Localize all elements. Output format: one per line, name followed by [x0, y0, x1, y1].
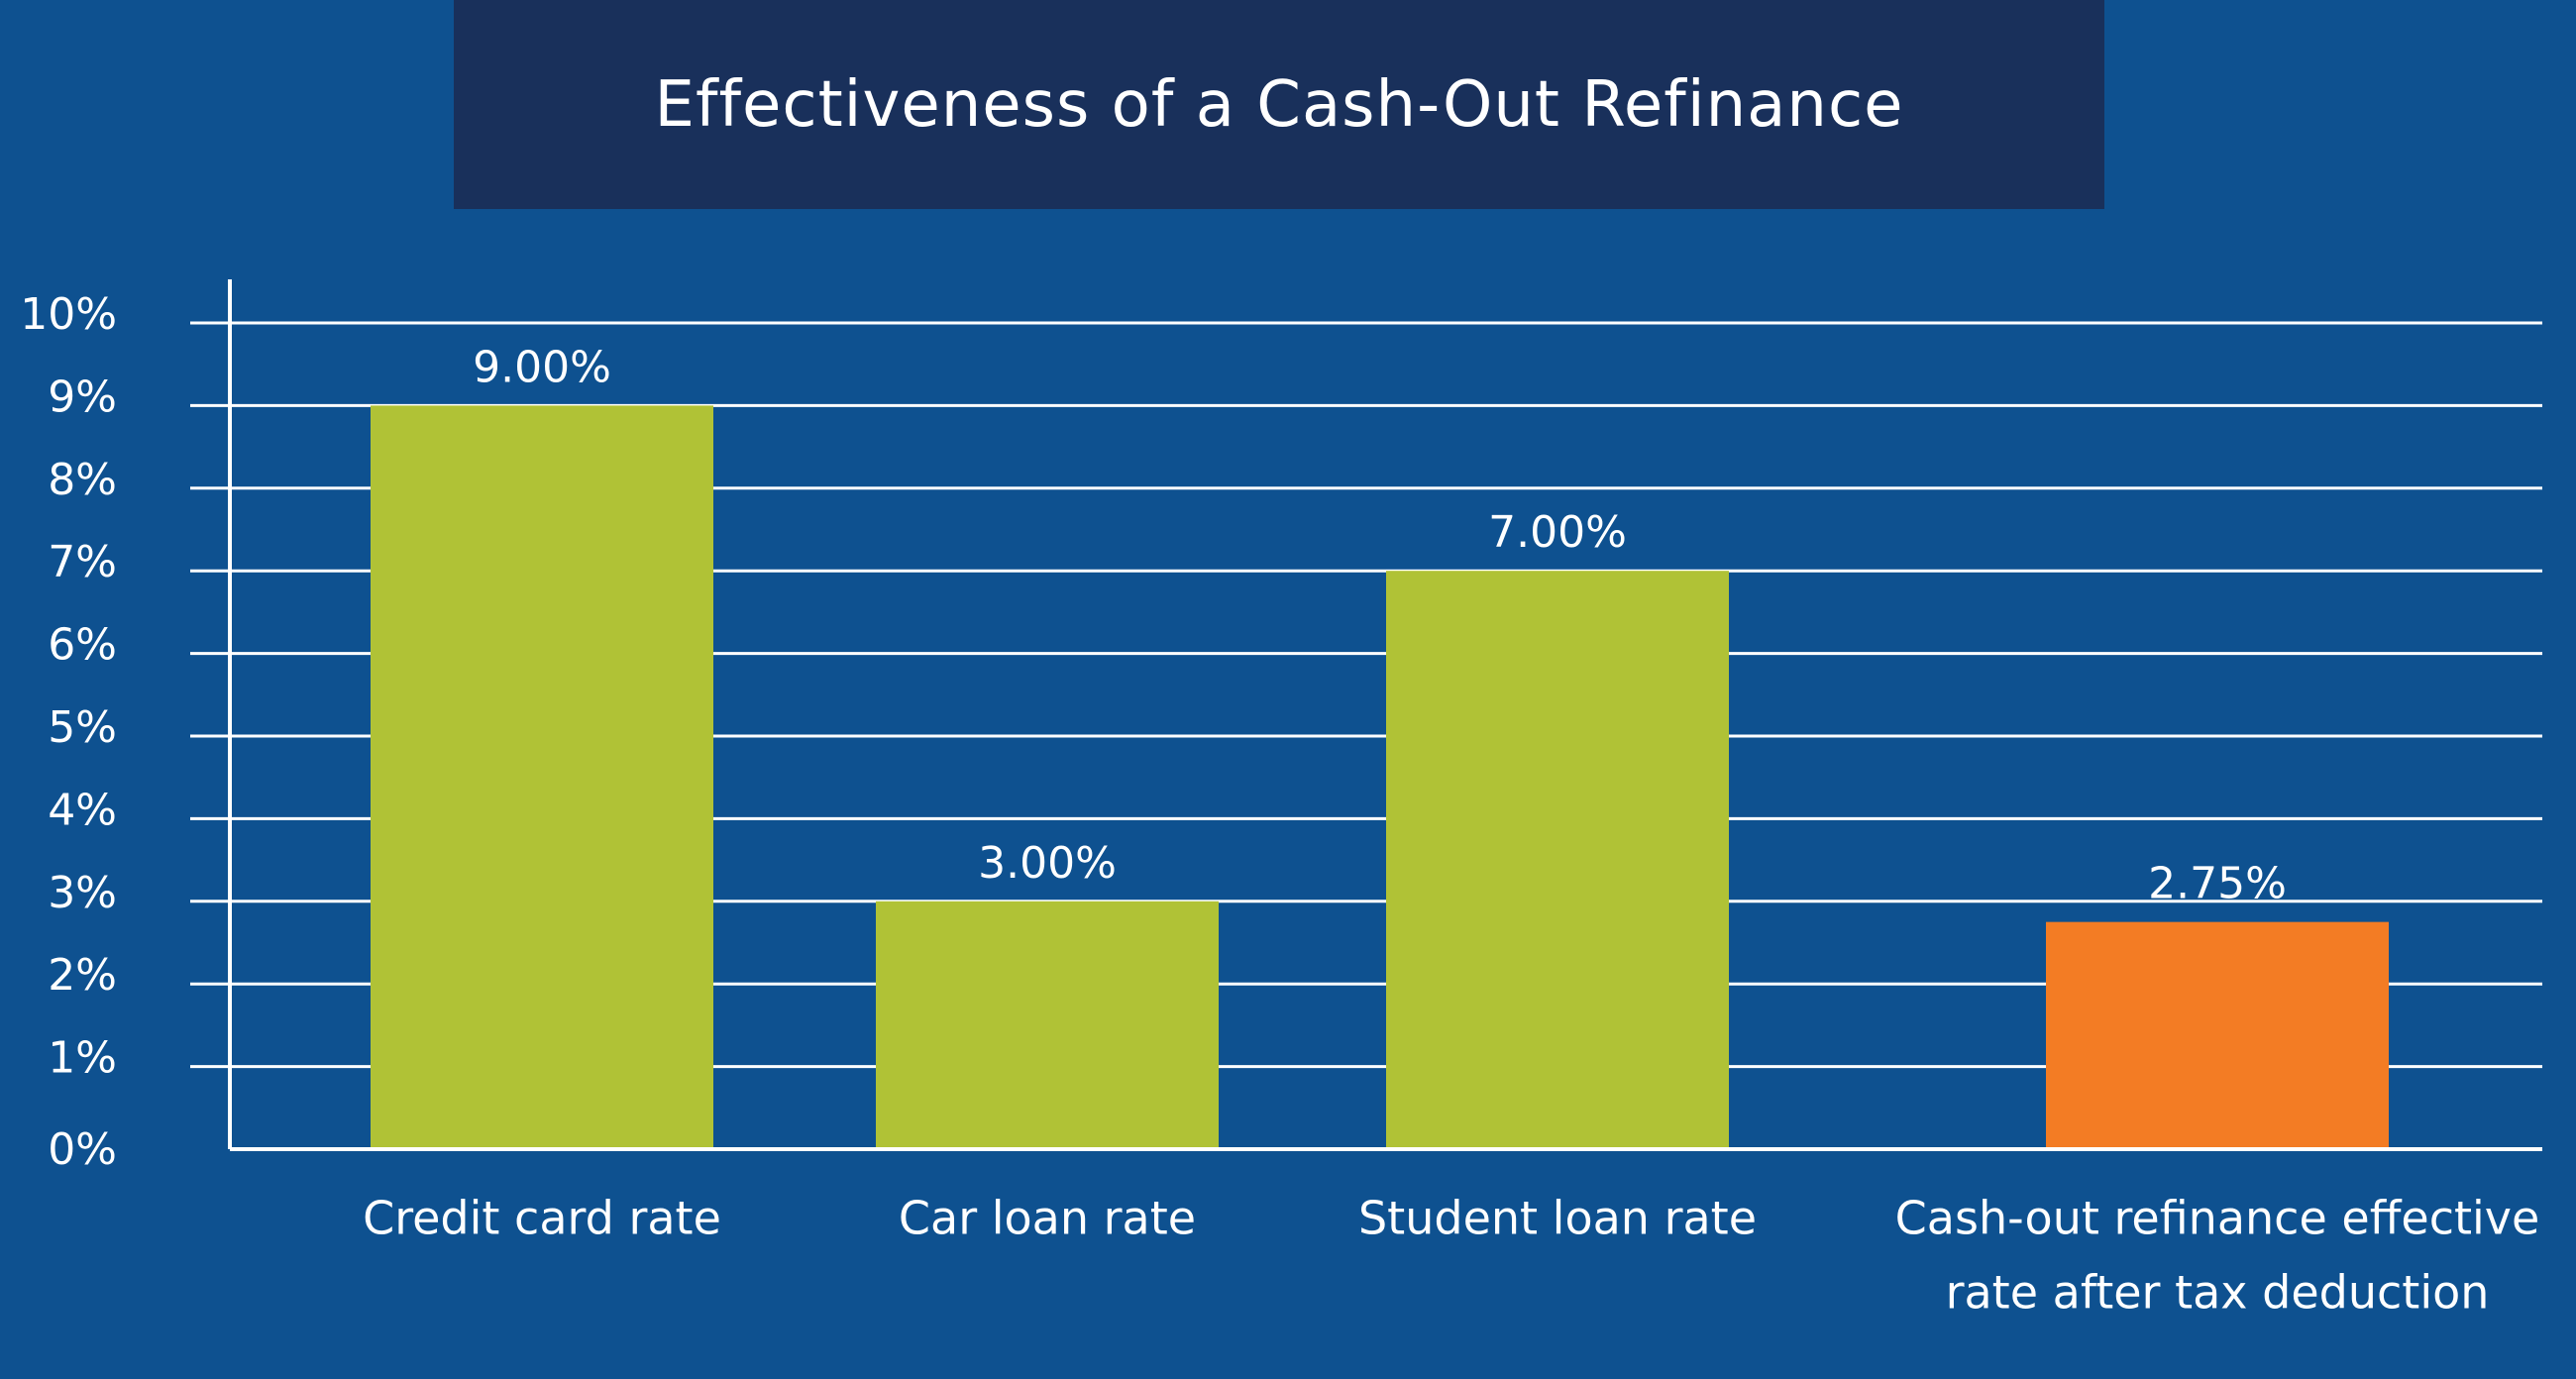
y-tick-label: 7% — [48, 537, 117, 587]
data-label: 3.00% — [978, 838, 1117, 889]
data-label: 2.75% — [2148, 859, 2287, 909]
y-tick-label: 9% — [48, 371, 117, 422]
y-tick-label: 8% — [48, 455, 117, 505]
axes — [228, 279, 2542, 1151]
chart-title-box: Effectiveness of a Cash-Out Refinance — [454, 0, 2104, 209]
data-label: 9.00% — [473, 342, 611, 392]
y-tick-label: 4% — [48, 785, 117, 835]
labels: 0% 1% 2% 3% 4% 5% 6% 7% 8% 9% 10% 9.00% Credit card … — [20, 289, 2539, 1320]
bar — [1386, 571, 1729, 1149]
bar — [2046, 921, 2389, 1149]
category-label: Car loan rate — [899, 1192, 1196, 1245]
y-tick-label: 0% — [48, 1124, 117, 1175]
bar — [876, 901, 1219, 1149]
category-label: Credit card rate — [363, 1192, 721, 1245]
category-label: rate after tax deduction — [1946, 1266, 2490, 1320]
y-tick-label: 2% — [48, 950, 117, 1001]
y-tick-label: 3% — [48, 868, 117, 918]
bars — [371, 405, 2389, 1149]
y-tick-label: 5% — [48, 702, 117, 753]
category-label: Student loan rate — [1358, 1192, 1757, 1245]
bar — [371, 405, 713, 1149]
data-label: 7.00% — [1488, 507, 1627, 558]
y-tick-label: 10% — [20, 289, 117, 340]
chart-title: Effectiveness of a Cash-Out Refinance — [654, 67, 1904, 142]
y-tick-label: 1% — [48, 1033, 117, 1084]
y-tick-label: 6% — [48, 620, 117, 671]
category-label: Cash-out refinance effective — [1895, 1192, 2540, 1245]
